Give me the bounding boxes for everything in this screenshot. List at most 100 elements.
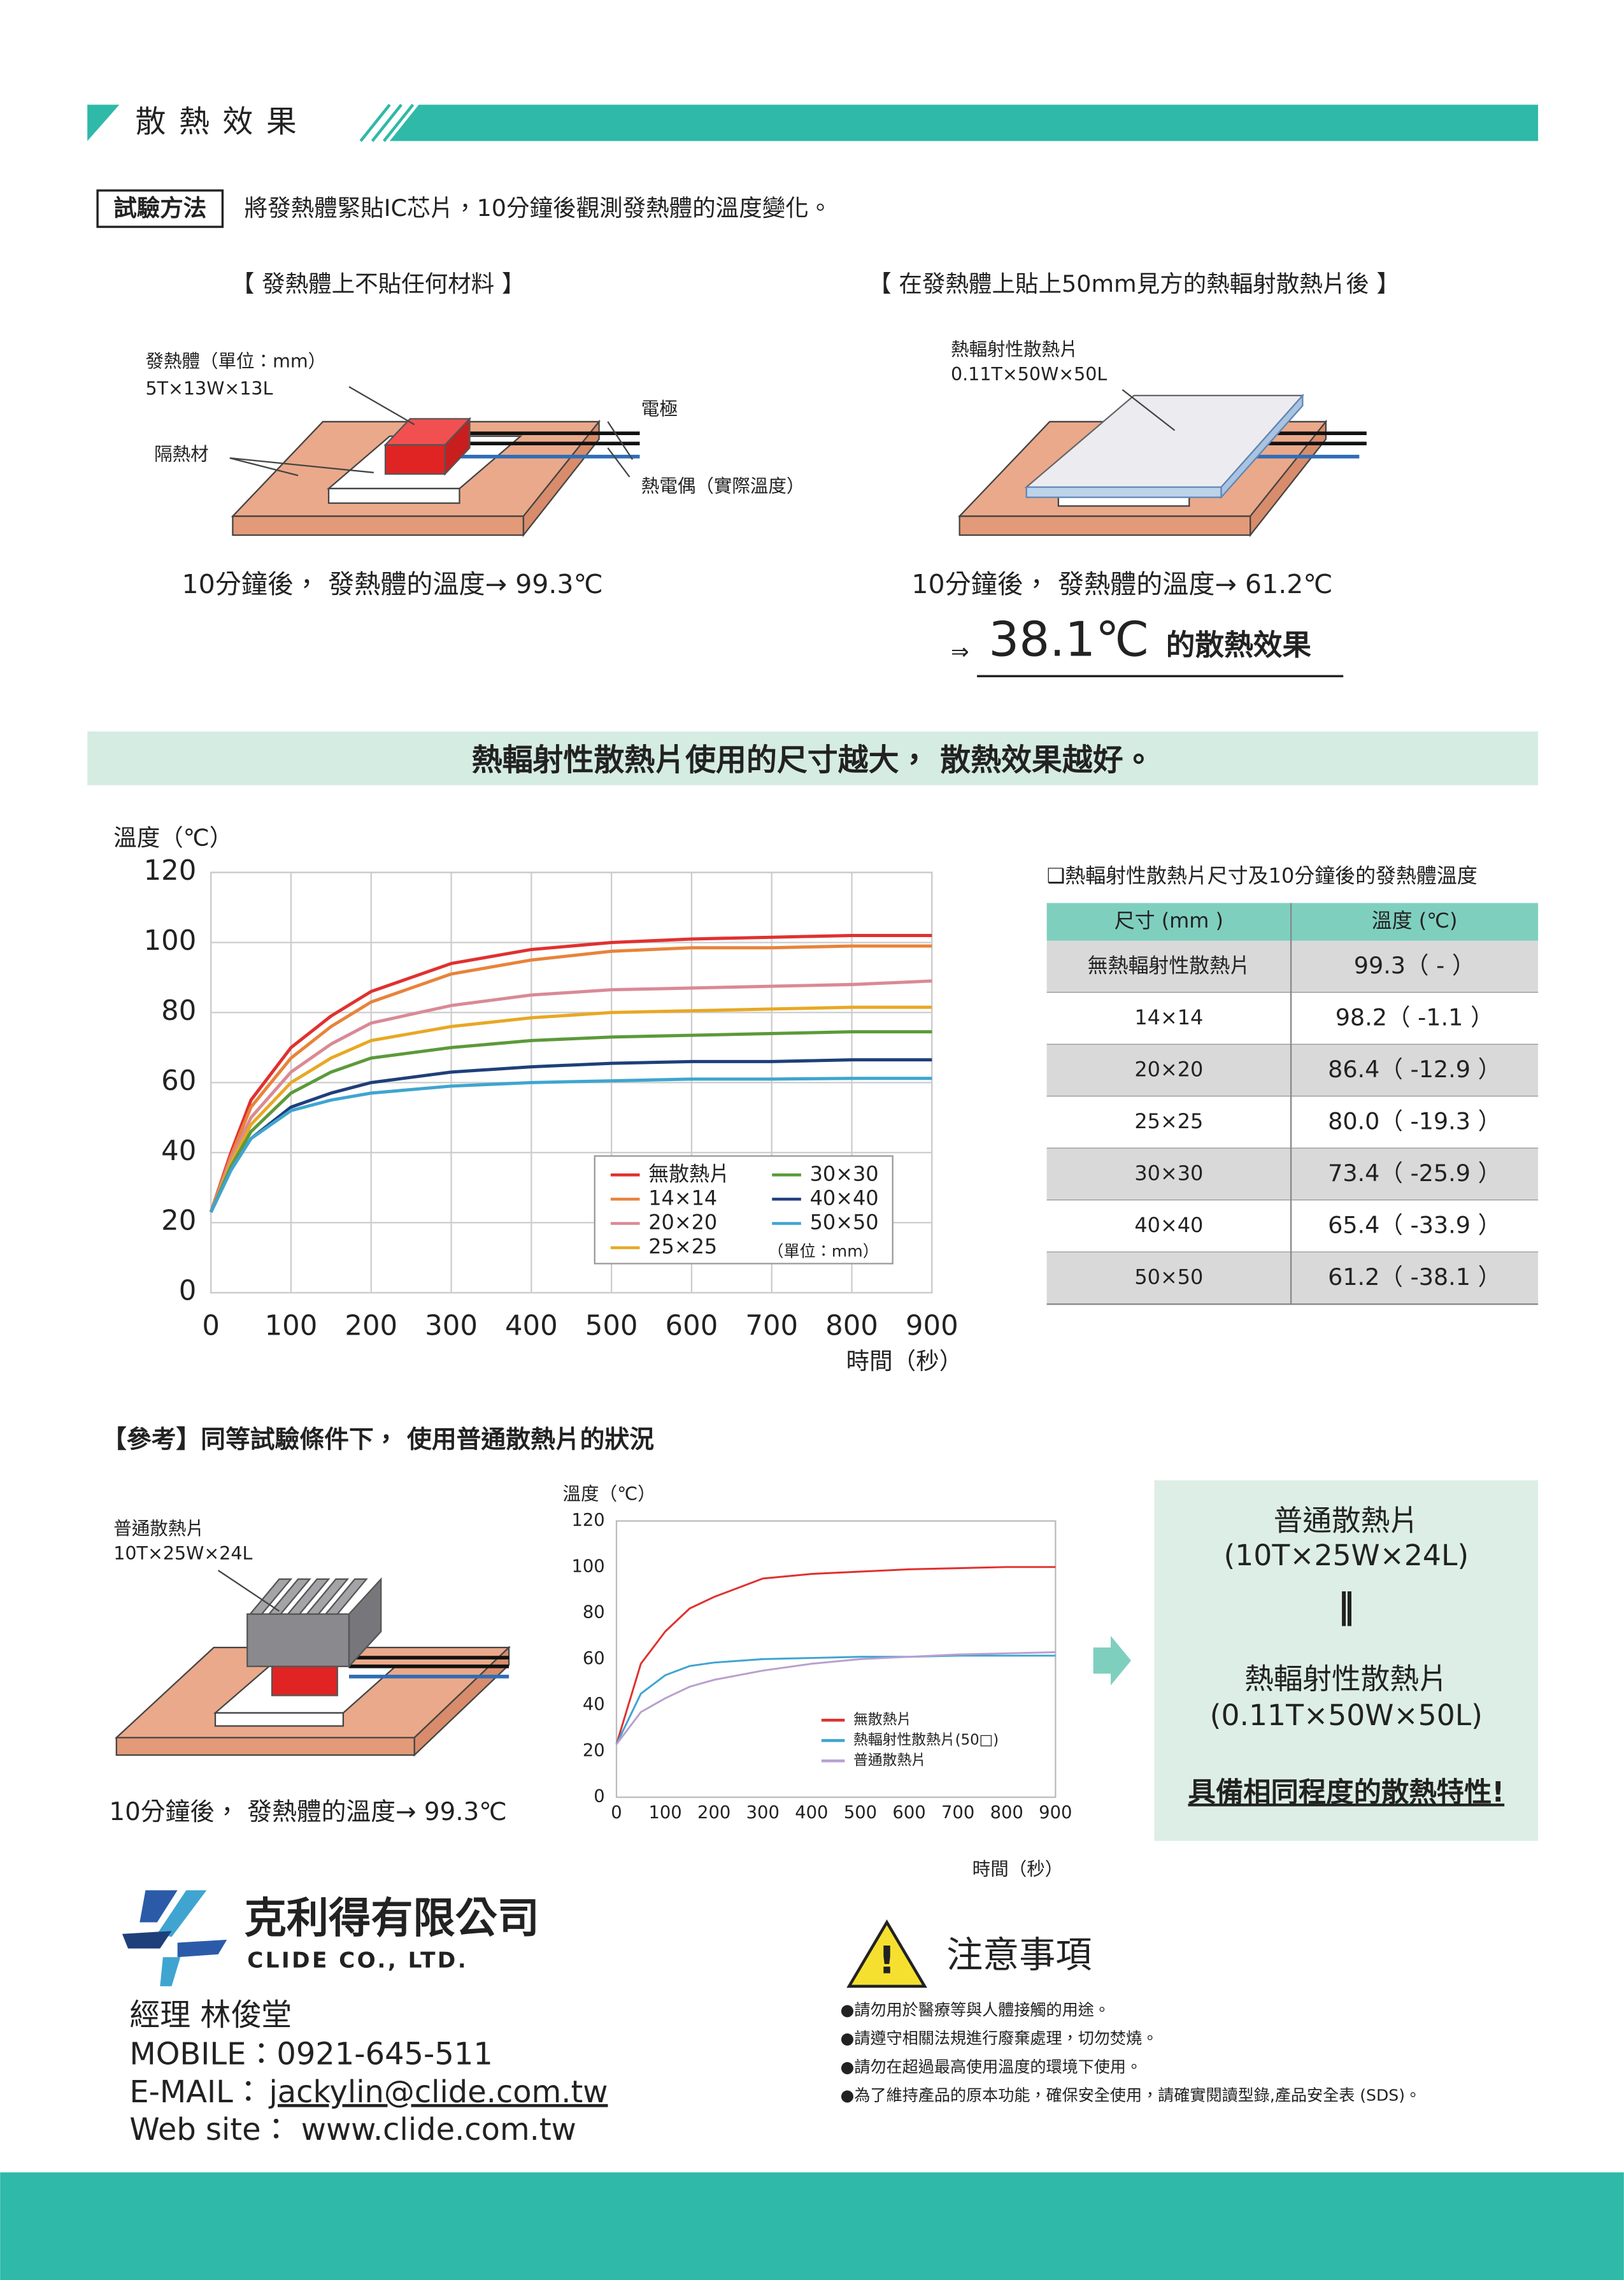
legend-label: 無散熱片: [853, 1712, 911, 1728]
warning-icon: [846, 1919, 927, 1988]
header-mark: [87, 104, 120, 141]
method-box: [96, 189, 224, 228]
series-line: [209, 944, 932, 1213]
table-header: 溫度 (℃): [1372, 908, 1458, 933]
email-label: E-MAIL：: [129, 2075, 263, 2110]
x-tick-label: 600: [892, 1803, 925, 1823]
warning-mark: !: [878, 1939, 895, 1982]
x-tick-label: 300: [746, 1803, 780, 1823]
table-header: 尺寸 (mm ): [1115, 908, 1223, 933]
x-tick-label: 500: [585, 1310, 638, 1342]
legend-label: 40×40: [810, 1186, 879, 1210]
right-test-title: 【 在發熱體上貼上50mm見方的熱輻射散熱片後 】: [868, 270, 1400, 298]
series-line: [209, 979, 932, 1213]
comparison-line3: 熱輻射性散熱片: [1244, 1662, 1448, 1696]
x-tick-label: 400: [505, 1310, 558, 1342]
legend-note: （單位：mm）: [767, 1242, 878, 1260]
reference-result: 10分鐘後， 發熱體的溫度→ 99.3℃: [109, 1798, 506, 1826]
insulator-label: 隔熱材: [154, 443, 209, 464]
x-tick-label: 900: [1039, 1803, 1072, 1823]
legend-label: 20×20: [648, 1210, 717, 1235]
y-tick-label: 60: [161, 1065, 196, 1097]
reference-diagram: [114, 1570, 511, 1757]
plot-frame: [615, 1520, 1057, 1798]
company-name: 克利得有限公司: [245, 1893, 539, 1942]
y-tick-label: 80: [583, 1603, 605, 1623]
effect-text: 的散熱效果: [1166, 628, 1312, 662]
x-tick-label: 800: [990, 1803, 1023, 1823]
table-cell: 99.3（ - ）: [1354, 952, 1476, 979]
notice-item: ●為了維持產品的原本功能，確保安全使用，請確實閱讀型錄,產品安全表 (SDS)。: [841, 2086, 1421, 2104]
table-cell: 61.2（ -38.1 ）: [1328, 1263, 1501, 1291]
legend-label: 14×14: [648, 1186, 717, 1210]
page-title: 散熱效果: [135, 104, 310, 140]
x-tick-label: 100: [265, 1310, 318, 1342]
table-cell: 50×50: [1134, 1265, 1203, 1289]
x-tick-label: 0: [202, 1310, 220, 1342]
x-tick-label: 300: [425, 1310, 478, 1342]
notice-title: 注意事項: [946, 1934, 1092, 1976]
table-row-bg: [1046, 1252, 1539, 1305]
x-tick-label: 200: [345, 1310, 397, 1342]
x-tick-label: 900: [906, 1310, 958, 1342]
table-cell: 98.2（ -1.1 ）: [1336, 1004, 1494, 1031]
notice-item: ●請遵守相關法規進行廢棄處理，切勿焚燒。: [841, 2029, 1158, 2047]
electrode-label: 電極: [641, 399, 678, 420]
y-tick-label: 0: [594, 1787, 604, 1807]
method-text: 將發熱體緊貼IC芯片，10分鐘後觀測發熱體的溫度變化。: [245, 194, 832, 222]
effect-arrow: ⇒: [951, 639, 969, 664]
banner-text: 熱輻射性散熱片使用的尺寸越大， 散熱效果越好。: [472, 743, 1154, 778]
comparison-symbol: ‖: [1337, 1586, 1355, 1627]
comparison-line2: (10T×25W×24L): [1223, 1538, 1469, 1572]
table-cell: 14×14: [1134, 1005, 1203, 1029]
website: Web site： www.clide.com.tw: [129, 2112, 576, 2147]
series-line: [209, 1005, 932, 1213]
table-cell: 30×30: [1134, 1161, 1203, 1185]
y-tick-label: 40: [583, 1695, 605, 1714]
y-tick-label: 40: [161, 1135, 196, 1167]
legend-label: 30×30: [810, 1161, 879, 1186]
table-cell: 40×40: [1134, 1213, 1203, 1237]
reference-title: 【參考】同等試驗條件下， 使用普通散熱片的狀況: [102, 1425, 654, 1454]
x-tick-label: 0: [611, 1803, 622, 1823]
header-stripes: [359, 103, 415, 142]
table-row-bg: [1046, 940, 1539, 993]
left-diagram: [229, 386, 640, 538]
legend-label: 50×50: [810, 1210, 879, 1235]
legend-box: [594, 1155, 894, 1265]
company-logo: [122, 1890, 227, 1986]
series-line: [209, 1077, 932, 1213]
table-row-bg: [1046, 993, 1539, 1045]
x-tick-label: 700: [941, 1803, 974, 1823]
banner-bg: [87, 731, 1539, 785]
x-tick-label: 700: [745, 1310, 798, 1342]
legend-label: 無散熱片: [648, 1161, 730, 1186]
footer-band: [0, 2172, 1624, 2280]
y-axis-label: 溫度（℃）: [113, 824, 232, 852]
x-tick-label: 500: [844, 1803, 877, 1823]
y-tick-label: 120: [144, 855, 197, 887]
thermocouple-label: 熱電偶（實際溫度）: [641, 476, 805, 497]
left-test-title: 【 發熱體上不貼任何材料 】: [231, 270, 525, 298]
y-axis-label: 溫度（℃）: [563, 1483, 656, 1504]
y-tick-label: 120: [571, 1510, 604, 1530]
series-line: [615, 1651, 1056, 1745]
table-row-bg: [1046, 1200, 1539, 1252]
y-tick-label: 100: [144, 925, 197, 957]
body-size: 5T×13W×13L: [145, 378, 273, 399]
y-tick-label: 0: [179, 1275, 197, 1307]
compare-arrow: [1093, 1635, 1132, 1686]
method-label: 試驗方法: [113, 194, 206, 222]
legend-label: 熱輻射性散熱片(50□): [853, 1732, 999, 1749]
x-tick-label: 200: [697, 1803, 730, 1823]
y-tick-label: 20: [161, 1205, 196, 1237]
series-line: [615, 1566, 1056, 1745]
table-cell: 65.4（ -33.9 ）: [1328, 1211, 1501, 1238]
y-tick-label: 20: [583, 1740, 605, 1760]
header-bar: [389, 104, 1539, 141]
left-result: 10分鐘後， 發熱體的溫度→ 99.3℃: [182, 569, 603, 599]
email: jackylin@clide.com.tw: [268, 2075, 608, 2110]
table-row-bg: [1046, 1096, 1539, 1149]
